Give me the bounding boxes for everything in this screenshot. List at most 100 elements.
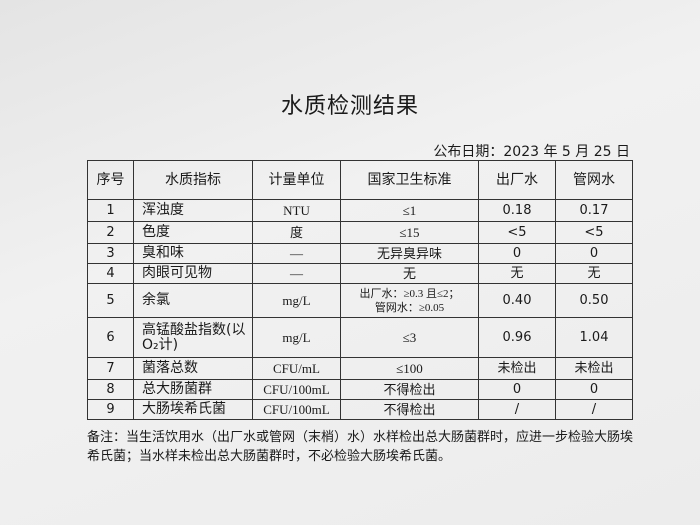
notes: 备注：当生活饮用水（出厂水或管网（末梢）水）水样检出总大肠菌群时，应进一步检验大…: [87, 430, 634, 464]
cell-indicator: 菌落总数: [133, 357, 253, 380]
cell-unit-text: CFU/100mL: [263, 402, 330, 417]
cell-indicator: 浑浊度: [133, 199, 253, 222]
cell-indicator-text: 色度: [142, 224, 170, 240]
cell-plant-water: /: [478, 399, 556, 420]
cell-plant-water-text: 未检出: [497, 361, 537, 376]
cell-unit-text: 度: [289, 225, 303, 240]
cell-unit: mg/L: [252, 317, 341, 358]
cell-standard: 不得检出: [340, 399, 479, 420]
header-indicator: 水质指标: [133, 160, 253, 200]
cell-unit: —: [252, 263, 341, 284]
cell-network-water-text: <5: [584, 225, 604, 240]
cell-plant-water: 0: [478, 243, 556, 264]
cell-plant-water-text: 无: [510, 266, 524, 281]
cell-no-text: 6: [106, 330, 115, 345]
cell-standard-text-2: 管网水：≥0.05: [374, 301, 445, 314]
cell-no: 9: [87, 399, 134, 420]
cell-standard-text: 出厂水：≥0.3 且≤2；: [359, 287, 460, 300]
cell-standard: ≤3: [340, 317, 479, 358]
cell-network-water-text: 0.50: [579, 293, 609, 308]
cell-network-water: 0.17: [555, 199, 633, 222]
cell-network-water-text: 0: [589, 382, 599, 397]
cell-unit: 度: [252, 221, 341, 244]
cell-plant-water: 0.18: [478, 199, 556, 222]
cell-standard: 出厂水：≥0.3 且≤2； 管网水：≥0.05: [340, 283, 479, 318]
cell-no-text: 3: [106, 246, 115, 261]
cell-network-water: 无: [555, 263, 633, 284]
cell-no-text: 9: [106, 402, 115, 417]
cell-indicator-text-2: O₂计): [142, 336, 179, 353]
table-row: 3 臭和味 — 无异臭异味 0 0: [87, 243, 633, 264]
cell-network-water: 0.50: [555, 283, 633, 318]
cell-standard-text: 无: [402, 266, 416, 281]
cell-unit: CFU/mL: [252, 357, 341, 380]
cell-standard: 不得检出: [340, 379, 479, 400]
cell-no-text: 8: [106, 382, 115, 397]
header-no: 序号: [87, 160, 134, 200]
table-row: 2 色度 度 ≤15 <5 <5: [87, 221, 633, 244]
cell-network-water: 1.04: [555, 317, 633, 358]
cell-standard: ≤15: [340, 221, 479, 244]
cell-unit-text: —: [290, 266, 303, 281]
cell-standard-text: 无异臭异味: [376, 246, 442, 261]
cell-plant-water-text: 0.40: [502, 293, 532, 308]
cell-no: 8: [87, 379, 134, 400]
cell-indicator-text: 浑浊度: [142, 202, 184, 218]
table-row: 6 高锰酸盐指数(以 O₂计) mg/L ≤3 0.96 1.04: [87, 317, 633, 358]
cell-unit-text: NTU: [283, 203, 310, 218]
cell-indicator-text: 总大肠菌群: [142, 381, 212, 397]
cell-unit: CFU/100mL: [252, 399, 341, 420]
cell-plant-water-text: /: [514, 402, 520, 417]
cell-plant-water-text: 0: [512, 382, 522, 397]
cell-plant-water-text: <5: [507, 225, 527, 240]
cell-unit-text: mg/L: [282, 293, 311, 308]
cell-standard-text: 不得检出: [383, 402, 436, 417]
cell-no: 5: [87, 283, 134, 318]
cell-standard-text: 不得检出: [383, 382, 436, 397]
header-standard: 国家卫生标准: [340, 160, 479, 200]
cell-network-water: 0: [555, 243, 633, 264]
cell-plant-water: 未检出: [478, 357, 556, 380]
cell-no: 2: [87, 221, 134, 244]
cell-standard: ≤1: [340, 199, 479, 222]
cell-indicator: 总大肠菌群: [133, 379, 253, 400]
cell-standard-text: ≤1: [402, 203, 417, 218]
cell-unit: mg/L: [252, 283, 341, 318]
cell-unit: CFU/100mL: [252, 379, 341, 400]
cell-indicator-text: 高锰酸盐指数(以: [142, 321, 246, 338]
cell-network-water-text: 0.17: [579, 203, 609, 218]
cell-network-water: 未检出: [555, 357, 633, 380]
cell-network-water-text: 未检出: [574, 361, 614, 376]
cell-plant-water: 无: [478, 263, 556, 284]
cell-indicator-text: 臭和味: [142, 245, 184, 261]
cell-indicator: 大肠埃希氏菌: [133, 399, 253, 420]
cell-plant-water-text: 0: [512, 246, 522, 261]
table-row: 8 总大肠菌群 CFU/100mL 不得检出 0 0: [87, 379, 633, 400]
cell-unit: NTU: [252, 199, 341, 222]
cell-no-text: 2: [106, 225, 115, 240]
cell-network-water-text: 无: [587, 266, 601, 281]
header-plant-water: 出厂水: [478, 160, 556, 200]
publish-date: 公布日期：2023 年 5 月 25 日: [433, 144, 630, 160]
cell-indicator-text: 菌落总数: [142, 360, 198, 376]
cell-no: 1: [87, 199, 134, 222]
page-title: 水质检测结果: [280, 94, 419, 119]
cell-no-text: 7: [106, 361, 115, 376]
cell-unit-text: mg/L: [282, 330, 311, 345]
cell-unit-text: —: [290, 246, 303, 261]
cell-indicator-text: 余氯: [142, 292, 170, 308]
cell-indicator: 高锰酸盐指数(以 O₂计): [133, 317, 253, 358]
cell-indicator-text: 肉眼可见物: [142, 265, 212, 281]
cell-standard-text: ≤15: [399, 225, 420, 240]
cell-network-water-text: /: [591, 402, 597, 417]
cell-network-water: <5: [555, 221, 633, 244]
cell-unit-text: CFU/100mL: [263, 382, 330, 397]
cell-no: 7: [87, 357, 134, 380]
cell-standard: 无异臭异味: [340, 243, 479, 264]
cell-standard-text: ≤3: [402, 330, 417, 345]
results-table: 序号 水质指标 计量单位 国家卫生标准 出厂水 管网水 1 浑浊度 NTU ≤1 0.1…: [87, 160, 633, 420]
cell-no-text: 1: [106, 203, 115, 218]
table-header: 序号 水质指标 计量单位 国家卫生标准 出厂水 管网水: [87, 160, 633, 200]
cell-indicator-text: 大肠埃希氏菌: [142, 401, 226, 417]
cell-no-text: 4: [106, 266, 115, 281]
